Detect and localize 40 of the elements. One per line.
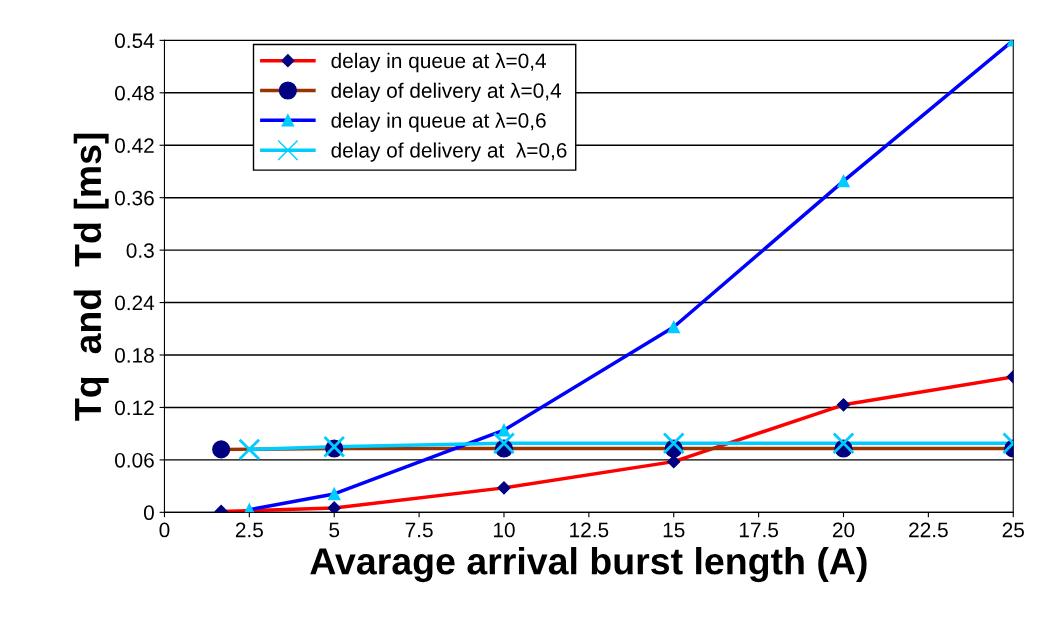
x-tick-label: 2.5 xyxy=(235,522,263,538)
legend-label: delay of delivery at λ=0,6 xyxy=(331,142,567,162)
point xyxy=(836,398,851,412)
point xyxy=(212,440,231,459)
legend-label: delay in queue at λ=0,4 xyxy=(331,52,546,73)
y-tick-label: 0.36 xyxy=(115,190,154,206)
y-tick-label: 0.12 xyxy=(115,400,154,416)
y-tick-label: 0 xyxy=(143,505,154,521)
point xyxy=(667,455,681,469)
x-tick-label: 25 xyxy=(1002,522,1024,538)
point xyxy=(497,423,511,437)
point xyxy=(492,432,516,455)
y-tick-label: 0.54 xyxy=(115,33,155,49)
point xyxy=(837,174,850,188)
x-tick-label: 22.5 xyxy=(909,522,948,538)
x-tick-label: 20 xyxy=(832,522,855,538)
point xyxy=(327,487,341,501)
x-tick-label: 12.5 xyxy=(570,522,609,538)
y-tick-label: 0.48 xyxy=(115,85,154,101)
x-tick-label: 0 xyxy=(159,522,170,538)
point xyxy=(327,501,341,513)
y-tick-label: 0.24 xyxy=(115,295,155,311)
y-tick-label: 0.3 xyxy=(126,243,154,258)
point xyxy=(238,438,261,461)
x-tick-label: 10 xyxy=(493,522,515,538)
x-tick-label: 7.5 xyxy=(405,522,433,538)
x-tick-label: 15 xyxy=(663,522,685,538)
point xyxy=(497,481,511,495)
y-tick-label: 0.06 xyxy=(115,452,154,468)
x-tick-label: 17.5 xyxy=(739,522,779,538)
y-axis-title: Tq and Td [ms] xyxy=(73,133,109,421)
point xyxy=(662,432,685,455)
legend-label: delay of delivery at λ=0,4 xyxy=(331,82,562,103)
legend-label: delay in queue at λ=0,6 xyxy=(331,112,546,132)
point xyxy=(832,432,855,455)
x-axis-title: Avarage arrival burst length (A) xyxy=(310,547,867,583)
x-tick-label: 5 xyxy=(329,522,340,538)
point xyxy=(667,320,680,334)
y-tick-label: 0.18 xyxy=(115,348,154,363)
y-tick-label: 0.42 xyxy=(115,138,154,153)
